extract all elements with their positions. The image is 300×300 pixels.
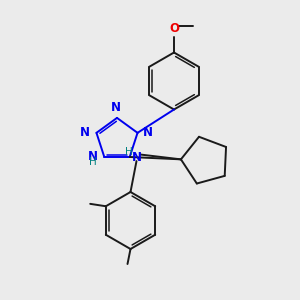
Text: H: H [89,158,97,167]
Text: H: H [125,147,133,157]
Text: N: N [80,126,90,139]
Text: N: N [110,101,121,114]
Text: O: O [169,22,179,35]
Text: N: N [143,126,153,139]
Text: N: N [88,151,98,164]
Text: N: N [131,151,142,164]
